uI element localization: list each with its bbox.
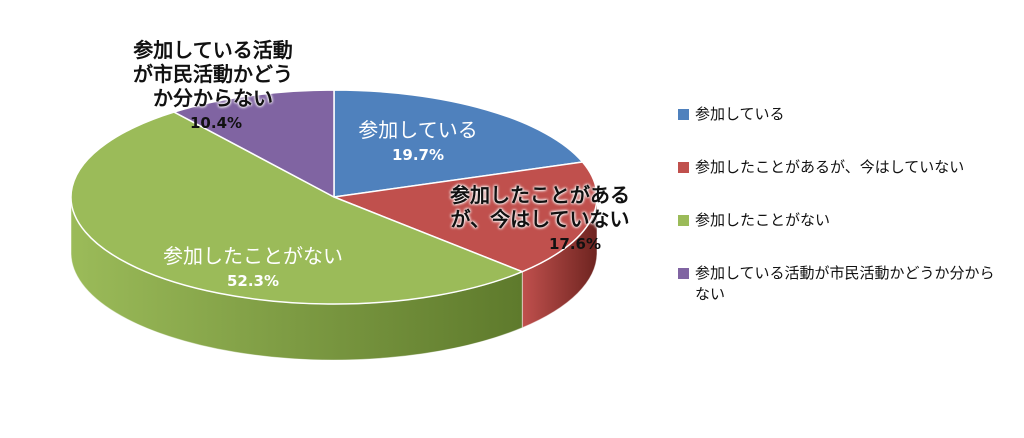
legend-swatch-unknown: [678, 268, 689, 279]
legend-label-participated-before: 参加したことがあるが、今はしていない: [695, 158, 965, 176]
legend-swatch-participating: [678, 109, 689, 120]
chart-legend: 参加している 参加したことがあるが、今はしていない 参加したことがない 参加して…: [678, 104, 1018, 337]
slice-name-participating: 参加している: [358, 118, 478, 142]
legend-label-unknown: 参加している活動が市民活動かどうか分からない: [695, 264, 995, 303]
legend-item-participating: 参加している: [678, 104, 1018, 125]
legend-label-participating: 参加している: [695, 105, 785, 123]
slice-name-participated-before-line1: 参加したことがある: [450, 183, 630, 207]
pie-top-faces: [70, 89, 598, 305]
pie-chart-svg: [70, 89, 598, 361]
slice-name-unknown-line2: が市民活動かどう: [133, 62, 293, 86]
pie-slice-unknown: [173, 89, 335, 198]
slice-label-participated-before: 参加したことがある が、今はしていない 17.6%: [435, 183, 645, 253]
slice-name-unknown-line3: か分からない: [153, 86, 273, 110]
pie-slice-never-participated: [70, 111, 524, 305]
legend-swatch-participated-before: [678, 162, 689, 173]
legend-label-never-participated: 参加したことがない: [695, 211, 831, 229]
legend-item-unknown: 参加している活動が市民活動かどうか分からない: [678, 263, 1018, 305]
legend-item-participated-before: 参加したことがあるが、今はしていない: [678, 157, 1018, 178]
slice-label-unknown: 参加している活動 が市民活動かどう か分からない 10.4%: [128, 38, 298, 132]
pie-chart: 参加している 19.7% 参加したことがある が、今はしていない 17.6% 参…: [70, 38, 645, 361]
slice-name-unknown-line1: 参加している活動: [133, 38, 293, 62]
slice-percent-unknown: 10.4%: [190, 114, 243, 132]
slice-label-participating: 参加している 19.7%: [343, 118, 493, 164]
legend-swatch-never-participated: [678, 215, 689, 226]
legend-item-never-participated: 参加したことがない: [678, 210, 1018, 231]
slice-percent-never-participated: 52.3%: [226, 272, 280, 290]
slice-percent-participating: 19.7%: [391, 146, 445, 164]
slice-percent-participated-before: 17.6%: [548, 235, 602, 253]
slice-name-participated-before-line2: が、今はしていない: [450, 207, 630, 231]
slice-label-never-participated: 参加したことがない 52.3%: [148, 244, 358, 290]
pie-slice-participated-before: [333, 161, 598, 273]
slice-name-never-participated: 参加したことがない: [163, 244, 343, 268]
